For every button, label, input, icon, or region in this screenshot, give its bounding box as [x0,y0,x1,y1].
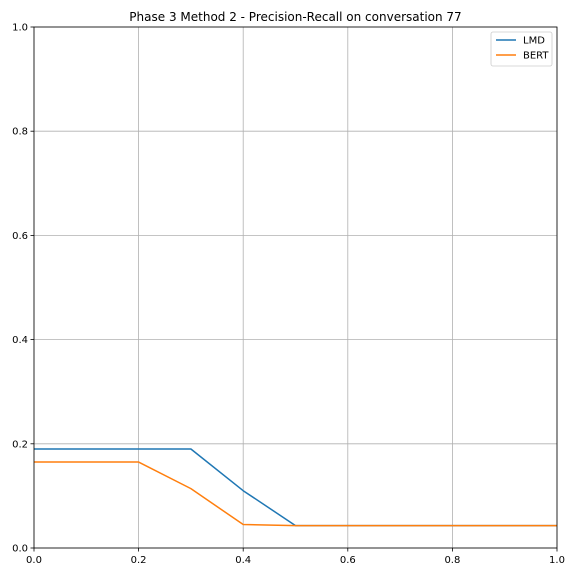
series-lines [34,448,557,527]
x-tick-label: 0.8 [444,555,460,566]
x-tick-label: 0.4 [235,555,251,566]
legend: LMD BERT [490,31,553,67]
axis-ticks: 0.0 0.2 0.4 0.6 0.8 1.0 0.0 0.2 0.4 0.6 0.8 1.0 [12,23,565,567]
y-tick-label: 0.4 [12,335,28,346]
plot-area-frame [33,26,558,549]
y-tick-label: 0.8 [12,127,28,138]
series-line-lmd [34,448,557,527]
grid [33,26,558,549]
x-tick-label: 0.0 [26,555,42,566]
y-tick-label: 1.0 [12,23,28,34]
legend-label-lmd: LMD [523,36,545,47]
x-tick-label: 0.6 [340,555,356,566]
y-tick-label: 0.2 [12,439,28,450]
y-tick-label: 0.0 [12,544,28,555]
x-tick-label: 0.2 [131,555,147,566]
y-tick-label: 0.6 [12,231,28,242]
x-tick-label: 1.0 [549,555,565,566]
chart-title: Phase 3 Method 2 - Precision-Recall on c… [129,10,461,24]
series-line-bert [34,461,557,527]
legend-label-bert: BERT [523,51,549,62]
